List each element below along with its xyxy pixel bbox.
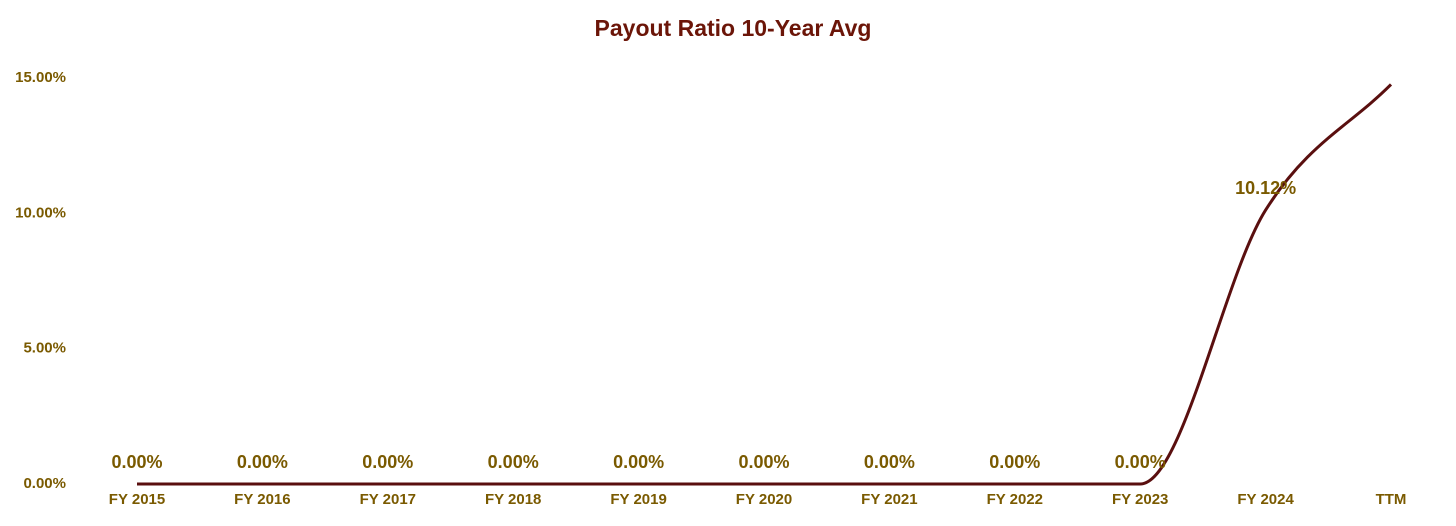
x-tick-label: FY 2018 <box>485 491 541 508</box>
value-label: 0.00% <box>864 452 915 472</box>
y-tick-label: 15.00% <box>15 69 66 86</box>
x-tick-label: FY 2020 <box>736 491 792 508</box>
value-label: 0.00% <box>488 452 539 472</box>
x-tick-label: FY 2017 <box>360 491 416 508</box>
x-tick-label: FY 2019 <box>610 491 666 508</box>
x-tick-label: FY 2024 <box>1237 491 1294 508</box>
value-label: 0.00% <box>1115 452 1166 472</box>
line <box>136 83 1393 486</box>
x-tick-label: FY 2021 <box>861 491 917 508</box>
y-tick-label: 0.00% <box>23 475 66 492</box>
value-label: 0.00% <box>989 452 1040 472</box>
y-tick-label: 10.00% <box>15 204 66 221</box>
value-label: 0.00% <box>738 452 789 472</box>
value-label: 0.00% <box>362 452 413 472</box>
x-tick-label: FY 2016 <box>234 491 290 508</box>
value-label: 0.00% <box>111 452 162 472</box>
x-tick-label: FY 2023 <box>1112 491 1168 508</box>
x-tick-label: FY 2022 <box>987 491 1043 508</box>
value-label: 10.12% <box>1235 178 1296 198</box>
y-tick-label: 5.00% <box>23 340 66 357</box>
value-label: 0.00% <box>613 452 664 472</box>
x-tick-label: TTM <box>1376 491 1407 508</box>
x-tick-label: FY 2015 <box>109 491 165 508</box>
value-label: 0.00% <box>237 452 288 472</box>
chart-title: Payout Ratio 10-Year Avg <box>595 15 872 41</box>
